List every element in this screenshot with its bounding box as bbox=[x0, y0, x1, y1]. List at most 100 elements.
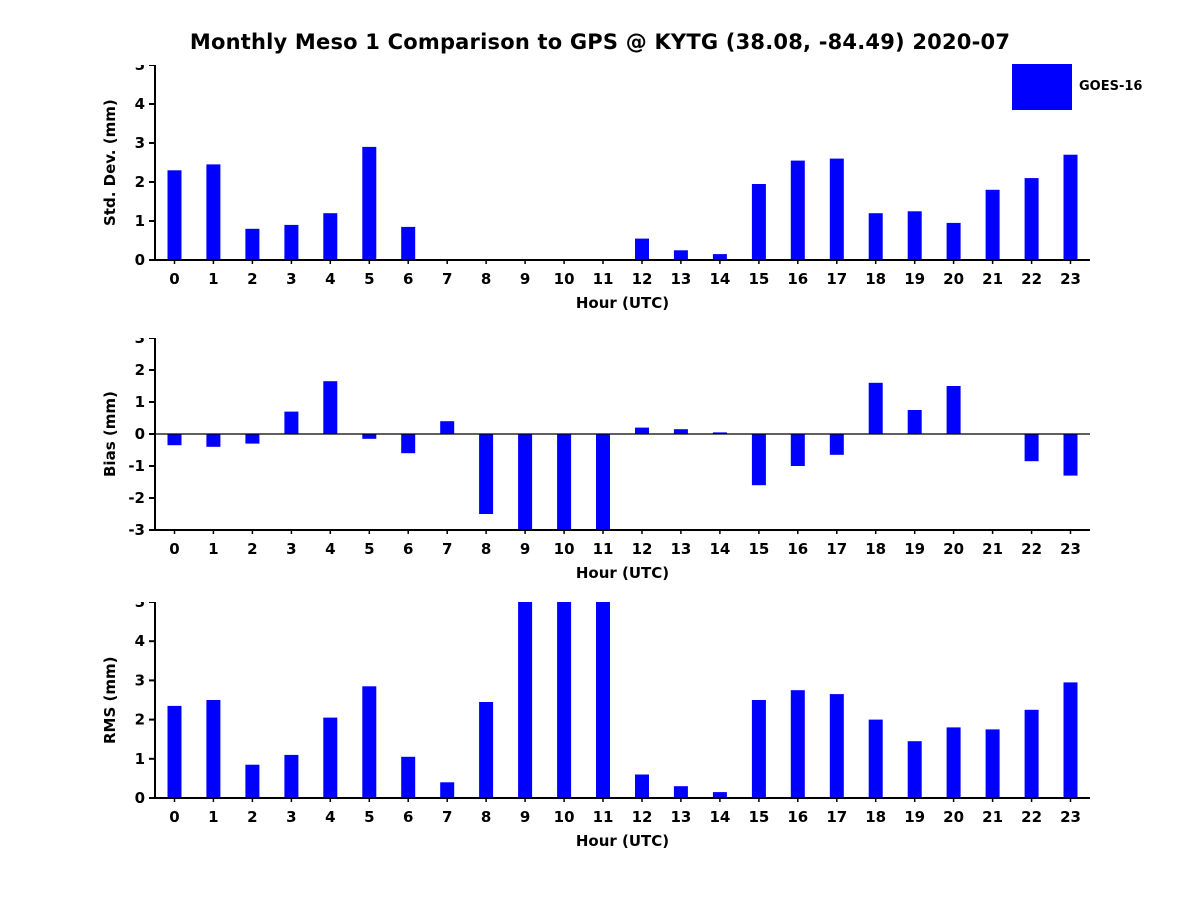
y-tick-label: 0 bbox=[135, 251, 145, 269]
x-tick-label: 6 bbox=[403, 270, 413, 288]
x-tick-label: 1 bbox=[208, 540, 218, 558]
x-tick-label: 3 bbox=[286, 808, 296, 826]
bar-hour-3 bbox=[284, 754, 299, 798]
x-tick-label: 22 bbox=[1021, 540, 1042, 558]
bar-hour-23 bbox=[1063, 434, 1078, 476]
y-tick-label: 1 bbox=[135, 393, 145, 411]
x-tick-label: 13 bbox=[670, 270, 691, 288]
bar-hour-17 bbox=[829, 694, 844, 798]
x-tick-label: 20 bbox=[943, 270, 964, 288]
legend-label: GOES-16 bbox=[1079, 79, 1143, 94]
y-tick-label: -1 bbox=[128, 457, 145, 475]
x-tick-label: 17 bbox=[826, 808, 847, 826]
bar-hour-18 bbox=[868, 213, 883, 260]
bar-hour-15 bbox=[751, 434, 766, 486]
y-tick-label: 0 bbox=[135, 425, 145, 443]
x-tick-label: 0 bbox=[169, 270, 179, 288]
bar-hour-1 bbox=[206, 164, 221, 260]
bar-hour-8 bbox=[479, 434, 494, 514]
x-tick-label: 21 bbox=[982, 540, 1003, 558]
x-tick-label: 14 bbox=[709, 808, 730, 826]
x-tick-label: 11 bbox=[593, 540, 614, 558]
x-tick-label: 23 bbox=[1060, 540, 1081, 558]
x-tick-label: 2 bbox=[247, 808, 257, 826]
bar-hour-15 bbox=[751, 184, 766, 260]
x-tick-label: 13 bbox=[670, 808, 691, 826]
x-tick-label: 19 bbox=[904, 270, 925, 288]
bar-hour-3 bbox=[284, 224, 299, 260]
x-tick-label: 6 bbox=[403, 540, 413, 558]
x-tick-label: 5 bbox=[364, 270, 374, 288]
bar-hour-8 bbox=[479, 702, 494, 798]
x-tick-label: 1 bbox=[208, 808, 218, 826]
x-tick-label: 4 bbox=[325, 540, 335, 558]
bar-hour-10 bbox=[557, 602, 572, 798]
x-tick-label: 11 bbox=[593, 270, 614, 288]
y-tick-label: -2 bbox=[128, 489, 145, 507]
x-tick-label: 11 bbox=[593, 808, 614, 826]
x-tick-label: 9 bbox=[520, 808, 530, 826]
y-tick-label: 2 bbox=[135, 711, 145, 729]
bar-hour-0 bbox=[167, 705, 182, 798]
bar-hour-6 bbox=[401, 226, 416, 260]
x-tick-label: 15 bbox=[748, 270, 769, 288]
bar-hour-22 bbox=[1024, 709, 1039, 798]
bar-hour-20 bbox=[946, 222, 961, 260]
bar-hour-2 bbox=[245, 228, 260, 260]
bar-hour-18 bbox=[868, 719, 883, 798]
bar-hour-6 bbox=[401, 756, 416, 798]
x-tick-label: 7 bbox=[442, 808, 452, 826]
bar-hour-5 bbox=[362, 146, 377, 260]
x-tick-label: 8 bbox=[481, 540, 491, 558]
bar-hour-13 bbox=[673, 250, 688, 261]
x-tick-label: 9 bbox=[520, 540, 530, 558]
x-tick-label: 20 bbox=[943, 808, 964, 826]
y-tick-label: 4 bbox=[135, 632, 145, 650]
legend: GOES-16 bbox=[1012, 64, 1142, 110]
x-tick-label: 15 bbox=[748, 540, 769, 558]
bar-hour-4 bbox=[323, 381, 338, 434]
bar-hour-17 bbox=[829, 434, 844, 455]
x-tick-label: 18 bbox=[865, 270, 886, 288]
bar-hour-21 bbox=[985, 189, 1000, 260]
x-tick-label: 2 bbox=[247, 540, 257, 558]
chart-title: Monthly Meso 1 Comparison to GPS @ KYTG … bbox=[189, 30, 1011, 54]
x-tick-label: 15 bbox=[748, 808, 769, 826]
x-tick-label: 13 bbox=[670, 540, 691, 558]
y-tick-label: 3 bbox=[135, 338, 145, 347]
x-tick-label: 7 bbox=[442, 270, 452, 288]
x-tick-label: 21 bbox=[982, 808, 1003, 826]
bar-hour-1 bbox=[206, 700, 221, 798]
bar-hour-0 bbox=[167, 434, 182, 446]
bar-hour-9 bbox=[518, 602, 533, 798]
bar-hour-14 bbox=[712, 254, 727, 260]
y-tick-label: 3 bbox=[135, 134, 145, 152]
x-tick-label: 18 bbox=[865, 540, 886, 558]
x-tick-label: 19 bbox=[904, 808, 925, 826]
x-tick-label: 18 bbox=[865, 808, 886, 826]
bar-hour-11 bbox=[596, 434, 610, 530]
y-tick-label: 1 bbox=[135, 212, 145, 230]
bar-hour-0 bbox=[167, 170, 182, 260]
x-tick-label: 16 bbox=[787, 270, 808, 288]
x-tick-label: 1 bbox=[208, 270, 218, 288]
x-tick-label: 5 bbox=[364, 540, 374, 558]
bar-hour-9 bbox=[518, 434, 533, 530]
bar-hour-17 bbox=[829, 158, 844, 260]
y-tick-label: 5 bbox=[135, 602, 145, 611]
x-tick-label: 21 bbox=[982, 270, 1003, 288]
bar-hour-10 bbox=[557, 434, 572, 530]
bar-hour-2 bbox=[245, 434, 260, 444]
x-tick-label: 12 bbox=[632, 540, 653, 558]
bar-hour-16 bbox=[790, 690, 805, 798]
bar-hour-13 bbox=[673, 429, 688, 434]
xlabel-stddev: Hour (UTC) bbox=[575, 294, 670, 312]
x-tick-label: 12 bbox=[632, 270, 653, 288]
bar-hour-5 bbox=[362, 686, 377, 798]
bar-hour-16 bbox=[790, 160, 805, 260]
x-tick-label: 22 bbox=[1021, 808, 1042, 826]
bar-hour-23 bbox=[1063, 682, 1078, 798]
